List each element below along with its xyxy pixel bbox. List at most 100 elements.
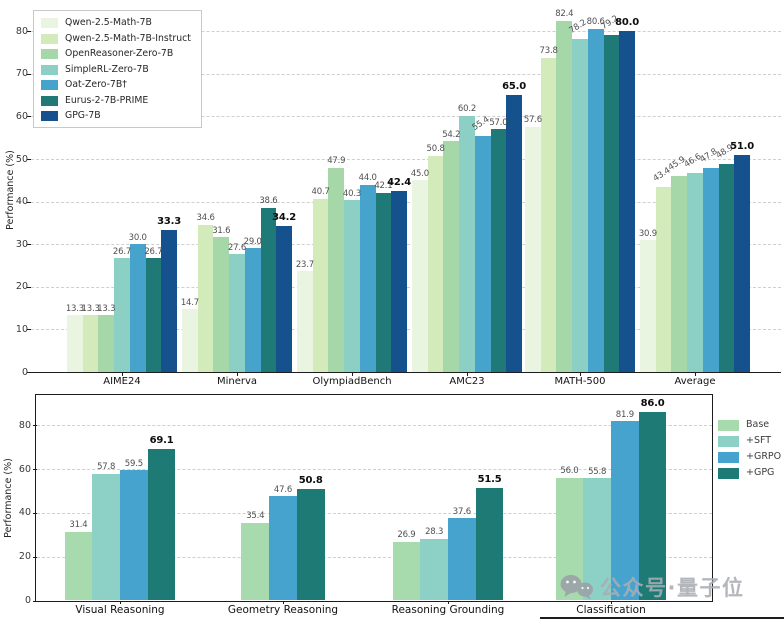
legend-item: OpenReasoner-Zero-7B <box>41 48 191 60</box>
legend-swatch <box>718 451 739 463</box>
bar <box>443 141 460 372</box>
bar <box>229 254 245 372</box>
value-label: 29.0 <box>243 236 262 247</box>
value-label: 60.2 <box>457 104 477 115</box>
value-label: 38.6 <box>259 196 278 207</box>
legend-swatch <box>718 435 739 447</box>
value-label: 50.8 <box>298 475 323 487</box>
bar <box>312 198 329 372</box>
legend-label: Eurus-2-7B-PRIME <box>65 94 149 106</box>
bar <box>64 531 93 601</box>
y-tick-label: 20 <box>18 551 31 563</box>
y-tick <box>27 159 31 160</box>
bar <box>412 180 428 372</box>
y-tick-label: 80 <box>15 25 28 37</box>
value-label: 40.3 <box>342 188 362 199</box>
value-label: 26.7 <box>112 246 132 257</box>
y-tick <box>32 512 37 514</box>
value-label: 26.7 <box>144 246 163 257</box>
y-tick-label: 0 <box>24 595 31 606</box>
y-tick-label: 60 <box>18 463 31 475</box>
value-label: 47.9 <box>327 156 346 167</box>
x-tick <box>352 372 353 376</box>
y-tick <box>27 31 31 33</box>
gridline <box>31 159 781 160</box>
value-label: 42.4 <box>387 177 412 189</box>
bar <box>587 28 604 372</box>
y-tick <box>27 244 31 246</box>
value-label: 27.6 <box>227 242 247 253</box>
bar <box>120 470 148 601</box>
y-axis-title-bottom: Performance (%) <box>3 458 14 538</box>
y-tick <box>32 425 37 427</box>
value-label: 56.0 <box>560 466 579 477</box>
legend-label: +GPG <box>746 467 775 478</box>
legend-label: Base <box>746 419 770 430</box>
value-label: 54.2 <box>442 129 461 140</box>
value-label: 31.6 <box>212 225 231 236</box>
legend-item: +GRPO <box>718 451 781 463</box>
x-axis-line-top <box>31 372 781 374</box>
gridline <box>36 425 712 427</box>
legend-swatch <box>41 111 58 121</box>
bar <box>344 200 360 372</box>
bar <box>147 449 176 601</box>
x-tick <box>580 372 581 376</box>
legend-item: +SFT <box>718 435 781 447</box>
gridline <box>31 73 781 75</box>
bar <box>241 522 270 601</box>
value-label: 23.7 <box>295 259 314 270</box>
value-label: 28.3 <box>425 527 444 538</box>
legend-label: Qwen-2.5-Math-7B <box>65 17 152 28</box>
value-label: 45.0 <box>410 168 429 179</box>
value-label: 26.9 <box>397 530 416 541</box>
bar <box>459 115 475 372</box>
category-label: Visual Reasoning <box>75 604 165 616</box>
bar <box>92 473 120 601</box>
value-label: 33.3 <box>157 216 182 228</box>
legend-bottom: Base +SFT +GRPO +GPG <box>718 419 781 483</box>
bar <box>297 271 313 372</box>
chart-panel-border <box>35 394 713 602</box>
value-label: 80.0 <box>615 17 640 29</box>
value-label: 37.6 <box>452 506 471 517</box>
legend-item: Oat-Zero-7B† <box>41 79 191 91</box>
bar <box>702 168 719 372</box>
bar <box>540 57 557 372</box>
legend-item: +GPG <box>718 467 781 479</box>
value-label: 86.0 <box>640 398 665 410</box>
bar <box>474 135 491 372</box>
gridline <box>31 31 781 33</box>
legend-label: Qwen-2.5-Math-7B-Instruct <box>65 32 191 44</box>
value-label: 13.3 <box>65 303 84 314</box>
y-tick-label: 80 <box>18 419 31 431</box>
bar <box>603 34 620 372</box>
bar <box>359 184 376 372</box>
bar <box>67 315 83 372</box>
bar <box>490 129 507 372</box>
bar <box>506 95 522 372</box>
bar <box>269 496 297 601</box>
y-tick <box>32 600 37 602</box>
legend-item: Eurus-2-7B-PRIME <box>41 95 191 107</box>
bar <box>276 226 292 372</box>
value-label: 35.4 <box>246 511 265 522</box>
value-label: 40.7 <box>311 187 330 198</box>
y-tick <box>27 329 31 331</box>
bar <box>655 187 672 372</box>
value-label: 44.0 <box>358 173 377 184</box>
category-label: AIME24 <box>103 375 141 387</box>
category-label: Classification <box>576 604 646 616</box>
y-tick-label: 50 <box>15 153 28 165</box>
legend-swatch <box>41 49 58 59</box>
legend-swatch <box>41 80 58 90</box>
value-label: 13.3 <box>97 303 116 314</box>
bar <box>611 421 639 601</box>
category-label: Minerva <box>216 375 258 387</box>
bar <box>296 489 325 601</box>
bar <box>392 541 421 601</box>
value-label: 81.9 <box>615 409 634 420</box>
value-label: 47.6 <box>273 484 293 495</box>
bar <box>161 230 177 372</box>
